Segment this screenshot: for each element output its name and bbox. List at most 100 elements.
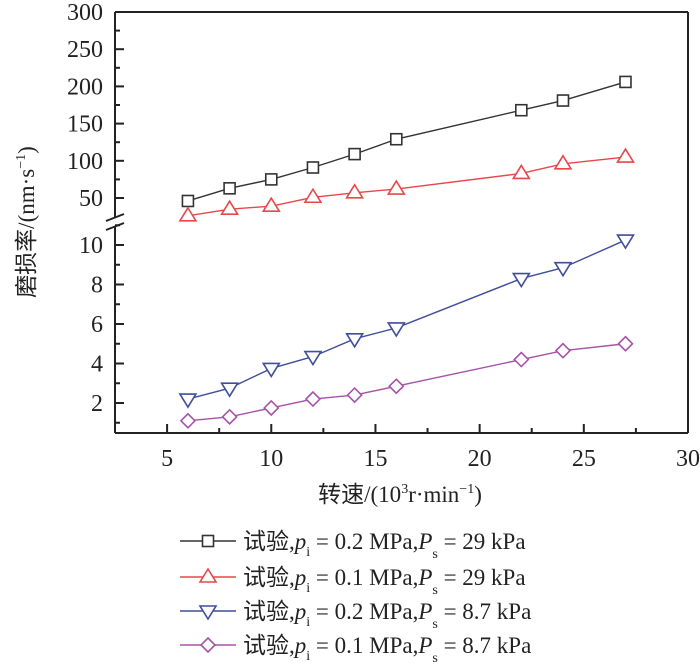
data-point [511,163,531,180]
legend-label: 试验,pi = 0.2 MPa,Ps = 29 kPa [243,529,526,562]
data-point [261,196,281,212]
data-point [303,187,323,204]
legend-p: p [293,529,307,554]
legend-P-sub: s [432,651,437,666]
legend-mid: = 0.1 MPa, [310,565,418,590]
data-point [264,173,278,186]
x-tick-label: 15 [363,446,387,472]
legend-label: 试验,pi = 0.1 MPa,Ps = 8.7 kPa [243,633,531,666]
y-upper-tick-label: 150 [67,112,103,138]
legend-end: = 8.7 kPa [438,599,531,624]
legend-item: 试验,pi = 0.2 MPa,Ps = 29 kPa [180,529,526,562]
plot-marks [178,75,635,429]
data-point [617,335,634,352]
legend-p-sub: i [306,615,310,630]
legend-P: P [417,599,432,624]
data-point [178,206,198,222]
data-point [511,272,531,289]
legend-marker [201,534,215,548]
data-point [263,399,280,417]
x-axis-title-main: 转速/(10 [318,482,401,507]
series-4 [179,335,634,429]
legend-mid: = 0.2 MPa, [310,529,418,554]
y-upper-tick-label: 250 [67,37,103,63]
data-point [220,382,240,398]
legend-marker [198,605,218,621]
data-point [616,147,635,163]
y-axis-title-end: ) [14,146,39,154]
data-point [221,408,238,425]
data-point [178,393,198,409]
legend-p-sub: i [306,649,310,664]
data-point [306,161,320,174]
y-upper-tick-label: 50 [79,186,103,212]
legend-prefix: 试验, [243,529,295,554]
legend-p-sub: i [306,581,310,596]
x-axis-title-sup2: −1 [459,482,474,497]
legend-prefix: 试验, [243,633,295,658]
data-point [303,350,323,367]
y-upper-tick-label: 100 [67,149,103,175]
legend-P: P [417,565,432,590]
legend-prefix: 试验, [243,599,295,624]
data-point [346,386,363,404]
axis-break-mark [105,213,125,222]
data-point [345,183,365,199]
data-point [619,75,632,89]
legend-item: 试验,pi = 0.1 MPa,Ps = 29 kPa [180,565,526,598]
x-tick-label: 30 [676,446,700,472]
y-axis-title-sup: −1 [14,154,29,169]
y-upper-tick-label: 200 [67,74,103,100]
data-point [515,103,528,117]
legend-end: = 29 kPa [438,529,526,554]
legend-prefix: 试验, [243,565,295,590]
data-point [386,322,406,338]
x-axis-title-sup1: 3 [401,482,408,497]
data-point [556,94,570,107]
legend-end: = 29 kPa [438,565,526,590]
data-point [345,333,365,349]
legend-p: p [293,565,307,590]
y-lower-tick-label: 2 [91,391,103,417]
y-lower-tick-label: 8 [91,273,103,299]
legend-P-sub: s [432,583,437,598]
legend-label: 试验,pi = 0.2 MPa,Ps = 8.7 kPa [243,599,531,632]
data-point [554,342,572,359]
y-lower-tick-label: 10 [79,233,103,259]
data-point [181,194,195,208]
x-tick-label: 25 [572,446,596,472]
series-3 [178,234,635,409]
data-point [616,234,635,250]
legend-p: p [293,599,307,624]
x-axis-title-end: ) [474,482,482,507]
y-lower-tick-label: 6 [91,312,103,338]
legend-mid: = 0.1 MPa, [310,633,418,658]
series-1 [181,75,632,208]
x-axis-title: 转速/(103r·min−1) [318,482,482,507]
data-point [386,179,406,195]
axis-break-mark [105,222,125,231]
data-point [304,390,322,408]
x-tick-label: 10 [259,446,283,472]
y-lower-tick-label: 4 [91,352,103,378]
legend-label: 试验,pi = 0.1 MPa,Ps = 29 kPa [243,565,526,598]
legend-item: 试验,pi = 0.2 MPa,Ps = 8.7 kPa [180,599,531,632]
series-2 [178,147,635,222]
legend-marker [199,636,217,654]
data-point [220,199,240,215]
y-axis-title-main: 磨损率/(nm·s [14,169,39,298]
legend-mid: = 0.2 MPa, [310,599,418,624]
data-point [388,378,405,395]
legend-p-sub: i [306,545,310,560]
data-point [513,351,530,368]
x-tick-label: 20 [468,446,492,472]
legend-item: 试验,pi = 0.1 MPa,Ps = 8.7 kPa [180,633,531,666]
data-point [179,412,197,429]
data-point [261,362,281,378]
x-tick-label: 5 [161,446,173,472]
legend-P-sub: s [432,617,437,632]
legend-P-sub: s [432,547,437,562]
legend-p: p [293,633,307,658]
